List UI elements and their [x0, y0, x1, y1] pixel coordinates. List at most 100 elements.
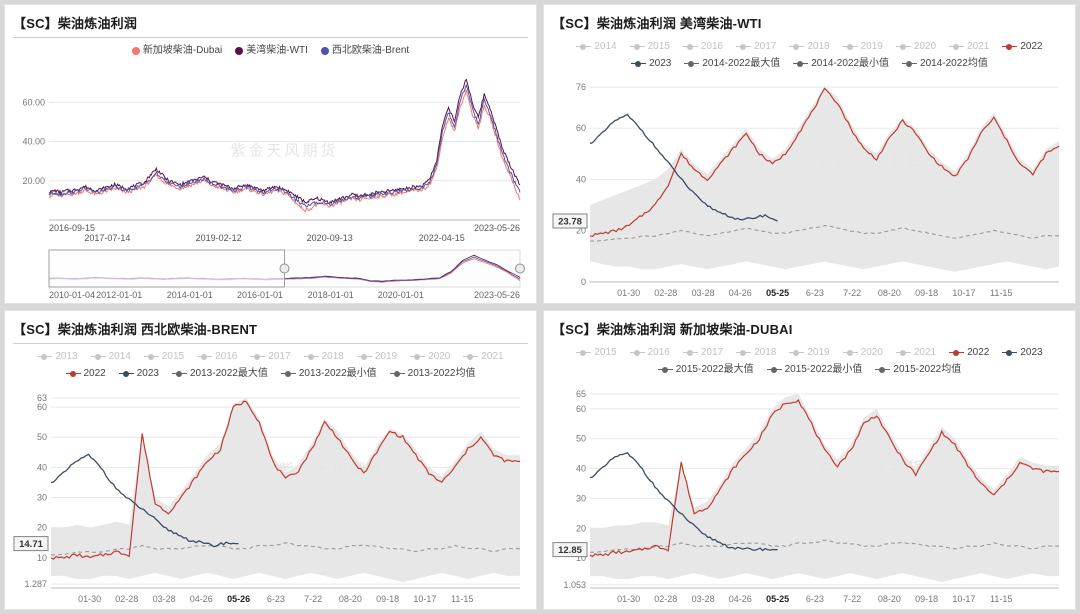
legend-marker-icon	[895, 43, 911, 51]
legend-item-西北欧柴油-Brent[interactable]: 西北欧柴油-Brent	[320, 43, 409, 58]
legend-row: 2013 2014 2015 2016 2017 2018 2019 2020 2021	[13, 349, 528, 364]
legend-label: 2015	[594, 347, 617, 358]
legend-marker-icon	[1002, 349, 1018, 357]
svg-text:40.00: 40.00	[22, 137, 45, 147]
legend-item-2016[interactable]: 2016	[682, 39, 724, 54]
legend-item-2019[interactable]: 2019	[842, 39, 883, 54]
svg-text:09-18: 09-18	[915, 594, 938, 604]
legend-row: 2015-2022最大值 2015-2022最小值 2015-2022均值	[552, 362, 1067, 377]
legend-marker-icon	[303, 353, 319, 361]
legend-item-2014-2022最大值[interactable]: 2014-2022最大值	[684, 56, 780, 71]
legend-item-2017[interactable]: 2017	[682, 345, 723, 360]
legend-item-2013-2022最大值[interactable]: 2013-2022最大值	[172, 366, 268, 381]
svg-text:02-28: 02-28	[654, 288, 677, 298]
legend-label: 2021	[481, 351, 504, 362]
legend-row: 新加坡柴油-Dubai 美湾柴油-WTI 西北欧柴油-Brent	[13, 43, 528, 58]
legend-dubai: 2015 2016 2017 2018 2019 2020 2021 2022 2023 2015…	[552, 343, 1067, 380]
legend-item-2015[interactable]: 2015	[576, 345, 617, 360]
legend-label: 2022	[83, 368, 106, 379]
legend-item-2015[interactable]: 2015	[629, 39, 670, 54]
legend-item-2013[interactable]: 2013	[37, 349, 78, 364]
legend-item-2014-2022最小值[interactable]: 2014-2022最小值	[793, 56, 889, 71]
legend-marker-icon	[684, 60, 700, 68]
legend-item-2015[interactable]: 2015	[143, 349, 184, 364]
svg-text:01-30: 01-30	[78, 594, 101, 604]
svg-text:60.00: 60.00	[22, 97, 45, 107]
legend-label: 2021	[913, 347, 937, 358]
seasonal-chart-brent[interactable]: 1.28710203040506063紫金天风期货01-3002-2803-28…	[13, 384, 528, 606]
svg-text:20: 20	[576, 523, 586, 533]
legend-item-2021[interactable]: 2021	[895, 345, 937, 360]
legend-item-2022[interactable]: 2022	[949, 345, 989, 360]
navigator-mask[interactable]	[48, 249, 285, 288]
price-history-chart[interactable]: 20.00 40.00 60.00 紫金天风期货 2016-09-15 2017-07-1…	[13, 61, 528, 248]
seasonal-chart-wti[interactable]: 020406076紫金天风期货01-3002-2803-2804-2605-25…	[552, 74, 1067, 300]
legend-item-2014[interactable]: 2014	[576, 39, 617, 54]
svg-text:7-22: 7-22	[843, 288, 861, 298]
legend-marker-icon	[463, 353, 479, 361]
legend-marker-icon	[842, 349, 858, 357]
legend-item-2017[interactable]: 2017	[736, 39, 776, 54]
legend-item-2016[interactable]: 2016	[197, 349, 237, 364]
panel-title-brent: 【SC】柴油炼油利润 西北欧柴油-BRENT	[13, 322, 258, 337]
svg-text:02-28: 02-28	[115, 594, 138, 604]
navigator-handle-right[interactable]	[515, 263, 525, 274]
legend-item-美湾柴油-WTI[interactable]: 美湾柴油-WTI	[235, 43, 308, 58]
legend-marker-icon	[895, 349, 911, 357]
legend-item-2023[interactable]: 2023	[631, 56, 671, 71]
range-navigator[interactable]: 2010-01-04 2012-01-01 2014-01-01 2016-01-01…	[13, 248, 528, 300]
legend-item-2018[interactable]: 2018	[789, 39, 830, 54]
legend-item-2014-2022均值[interactable]: 2014-2022均值	[902, 56, 988, 71]
legend-label: 2016	[647, 347, 670, 358]
legend-marker-icon	[143, 353, 159, 361]
legend-marker-icon	[389, 370, 405, 378]
legend-item-新加坡柴油-Dubai[interactable]: 新加坡柴油-Dubai	[131, 43, 222, 58]
svg-text:23.78: 23.78	[558, 217, 582, 228]
legend-item-2023[interactable]: 2023	[118, 366, 159, 381]
svg-text:65: 65	[576, 389, 586, 399]
svg-text:1.053: 1.053	[563, 580, 586, 590]
legend-label: 2014-2022最大值	[702, 58, 781, 69]
legend-item-2014[interactable]: 2014	[90, 349, 131, 364]
legend-marker-icon	[789, 43, 805, 51]
svg-text:6-23: 6-23	[267, 594, 285, 604]
legend-item-2018[interactable]: 2018	[303, 349, 344, 364]
legend-label: 2017	[268, 351, 291, 362]
legend-item-2017[interactable]: 2017	[250, 349, 291, 364]
legend-item-2015-2022最大值[interactable]: 2015-2022最大值	[657, 362, 754, 377]
svg-text:60: 60	[576, 123, 586, 133]
svg-text:50: 50	[576, 434, 586, 444]
svg-text:01-30: 01-30	[617, 288, 640, 298]
legend-item-2018[interactable]: 2018	[736, 345, 776, 360]
legend-item-2019[interactable]: 2019	[789, 345, 830, 360]
legend-item-2022[interactable]: 2022	[1002, 39, 1043, 54]
legend-item-2013-2022均值[interactable]: 2013-2022均值	[389, 366, 475, 381]
legend-marker-icon	[90, 353, 106, 361]
legend-item-2020[interactable]: 2020	[895, 39, 936, 54]
legend-label: 2016	[700, 41, 724, 52]
legend-label: 2015	[647, 41, 670, 52]
legend-marker-icon	[197, 353, 213, 361]
svg-text:2023-05-26: 2023-05-26	[474, 223, 520, 233]
legend-item-2016[interactable]: 2016	[629, 345, 670, 360]
legend-item-2015-2022最小值[interactable]: 2015-2022最小值	[766, 362, 862, 377]
legend-item-2022[interactable]: 2022	[65, 366, 106, 381]
legend-item-2013-2022最小值[interactable]: 2013-2022最小值	[280, 366, 377, 381]
legend-item-2021[interactable]: 2021	[463, 349, 504, 364]
svg-text:60: 60	[37, 402, 47, 412]
legend-wti: 2014 2015 2016 2017 2018 2019 2020 2021 2022 2023…	[552, 37, 1067, 74]
legend-item-2015-2022均值[interactable]: 2015-2022均值	[875, 362, 961, 377]
navigator-handle-left[interactable]	[279, 263, 290, 274]
seasonal-chart-dubai[interactable]: 1.05310203040506065紫金天风期货01-3002-2803-28…	[552, 380, 1067, 606]
legend-item-2019[interactable]: 2019	[356, 349, 397, 364]
legend-item-2023[interactable]: 2023	[1002, 345, 1043, 360]
legend-label: 2015-2022最大值	[675, 364, 754, 375]
title-row: 【SC】柴油炼油利润	[13, 11, 528, 38]
legend-marker-icon	[118, 370, 134, 378]
legend-item-2020[interactable]: 2020	[842, 345, 883, 360]
legend-item-2021[interactable]: 2021	[949, 39, 989, 54]
svg-text:50: 50	[37, 432, 47, 442]
svg-text:7-22: 7-22	[304, 594, 322, 604]
legend-item-2020[interactable]: 2020	[410, 349, 450, 364]
current-value-badge: 14.71	[13, 536, 49, 552]
